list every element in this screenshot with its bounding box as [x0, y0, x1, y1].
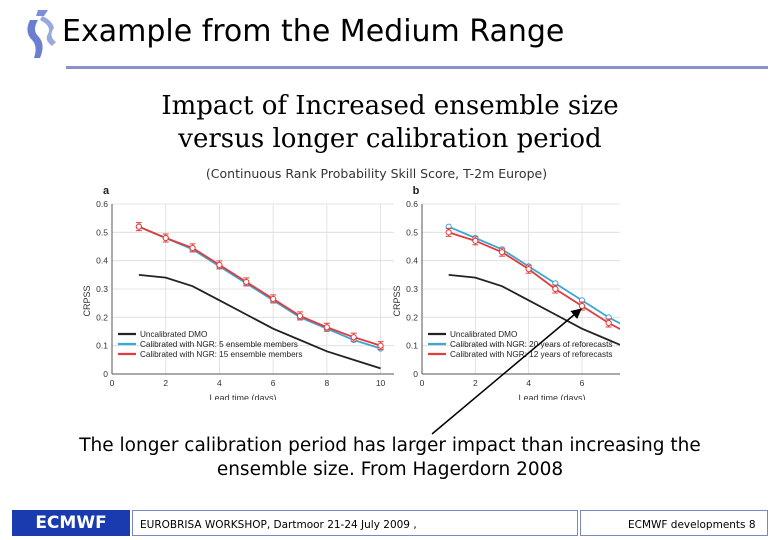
- series-line: [448, 231, 620, 331]
- series-line: [448, 225, 620, 325]
- data-point: [552, 285, 559, 293]
- data-point: [525, 266, 532, 273]
- footer-page-text: ECMWF developments 8: [628, 519, 756, 531]
- x-tick-label: 2: [473, 378, 478, 388]
- data-point: [296, 312, 304, 320]
- panel-label: a: [103, 185, 110, 197]
- data-point: [377, 342, 384, 349]
- y-tick-label: 0.1: [96, 341, 108, 351]
- data-point: [270, 295, 277, 303]
- y-tick-label: 0.3: [96, 284, 108, 294]
- y-axis-label: CRPSS: [82, 285, 92, 316]
- x-tick-label: 0: [420, 378, 425, 388]
- conclusion-line-2: ensemble size. From Hagerdorn 2008: [216, 459, 564, 480]
- conclusion-line-1: The longer calibration period has larger…: [79, 435, 701, 456]
- data-point: [472, 237, 479, 244]
- slide-title: Example from the Medium Range: [62, 14, 565, 49]
- footer-event-text: EUROBRISA WORKSHOP, Dartmoor 21-24 July …: [140, 519, 417, 531]
- data-point: [189, 244, 196, 252]
- y-tick-label: 0: [413, 369, 418, 379]
- x-axis-label: Lead time (days): [518, 393, 585, 400]
- y-tick-label: 0.6: [406, 199, 418, 209]
- y-tick-label: 0: [103, 369, 108, 379]
- x-tick-label: 6: [271, 378, 276, 388]
- series-line: [138, 273, 381, 370]
- y-axis-label: CRPSS: [392, 285, 402, 316]
- footer-page-box: [580, 510, 768, 536]
- footer-ecmwf-logo: ECMWF: [12, 510, 130, 536]
- data-point: [605, 319, 612, 327]
- y-tick-label: 0.6: [96, 199, 108, 209]
- chart-caption: (Continuous Rank Probability Skill Score…: [205, 166, 548, 181]
- panel-label: b: [413, 185, 420, 197]
- legend-entry: Calibrated with NGR: 12 years of reforec…: [450, 350, 612, 359]
- x-tick-label: 4: [526, 378, 531, 388]
- y-tick-label: 0.3: [406, 284, 418, 294]
- legend-entry: Calibrated with NGR: 20 years of reforec…: [450, 340, 612, 349]
- y-tick-label: 0.5: [96, 227, 108, 237]
- data-point: [243, 278, 250, 286]
- series-line: [448, 273, 620, 346]
- x-axis-label: Lead time (days): [209, 393, 276, 400]
- x-tick-label: 4: [217, 378, 222, 388]
- legend-entry: Uncalibrated DMO: [140, 330, 207, 339]
- series-line: [138, 225, 381, 347]
- data-point: [498, 249, 506, 256]
- y-tick-label: 0.5: [406, 227, 418, 237]
- legend-entry: Calibrated with NGR: 5 ensemble members: [140, 340, 298, 349]
- subtitle-line-1: Impact of Increased ensemble size: [161, 91, 619, 121]
- data-point: [135, 223, 142, 230]
- x-tick-label: 8: [324, 378, 329, 388]
- crpss-charts: 0 0.1 0.2 0.3 0.4 0.5 0.6 0 2 4 6 8 10 Lead time (day…: [82, 185, 620, 400]
- x-tick-label: 2: [163, 378, 168, 388]
- x-tick-label: 0: [110, 378, 115, 388]
- data-point: [445, 229, 452, 236]
- y-tick-label: 0.2: [96, 312, 108, 322]
- y-tick-label: 0.4: [406, 256, 418, 266]
- chart-panel-a: 0 0.1 0.2 0.3 0.4 0.5 0.6 0 2 4 6 8 10 Lead time (day…: [82, 185, 394, 400]
- subtitle-line-2: versus longer calibration period: [178, 124, 602, 154]
- footer-event-box: [132, 510, 578, 536]
- data-point: [323, 324, 330, 331]
- x-tick-label: 6: [580, 378, 585, 388]
- title-divider: [66, 66, 768, 69]
- data-point: [578, 302, 586, 310]
- legend-entry: Uncalibrated DMO: [450, 330, 517, 339]
- data-point: [216, 261, 223, 269]
- y-tick-label: 0.1: [406, 341, 418, 351]
- x-tick-label: 10: [376, 378, 386, 388]
- legend-entry: Calibrated with NGR: 15 ensemble members: [140, 350, 302, 359]
- data-point: [350, 334, 357, 341]
- data-point: [162, 234, 169, 242]
- y-tick-label: 0.2: [406, 312, 418, 322]
- y-tick-label: 0.4: [96, 256, 108, 266]
- ecmwf-logo-icon: [27, 10, 56, 58]
